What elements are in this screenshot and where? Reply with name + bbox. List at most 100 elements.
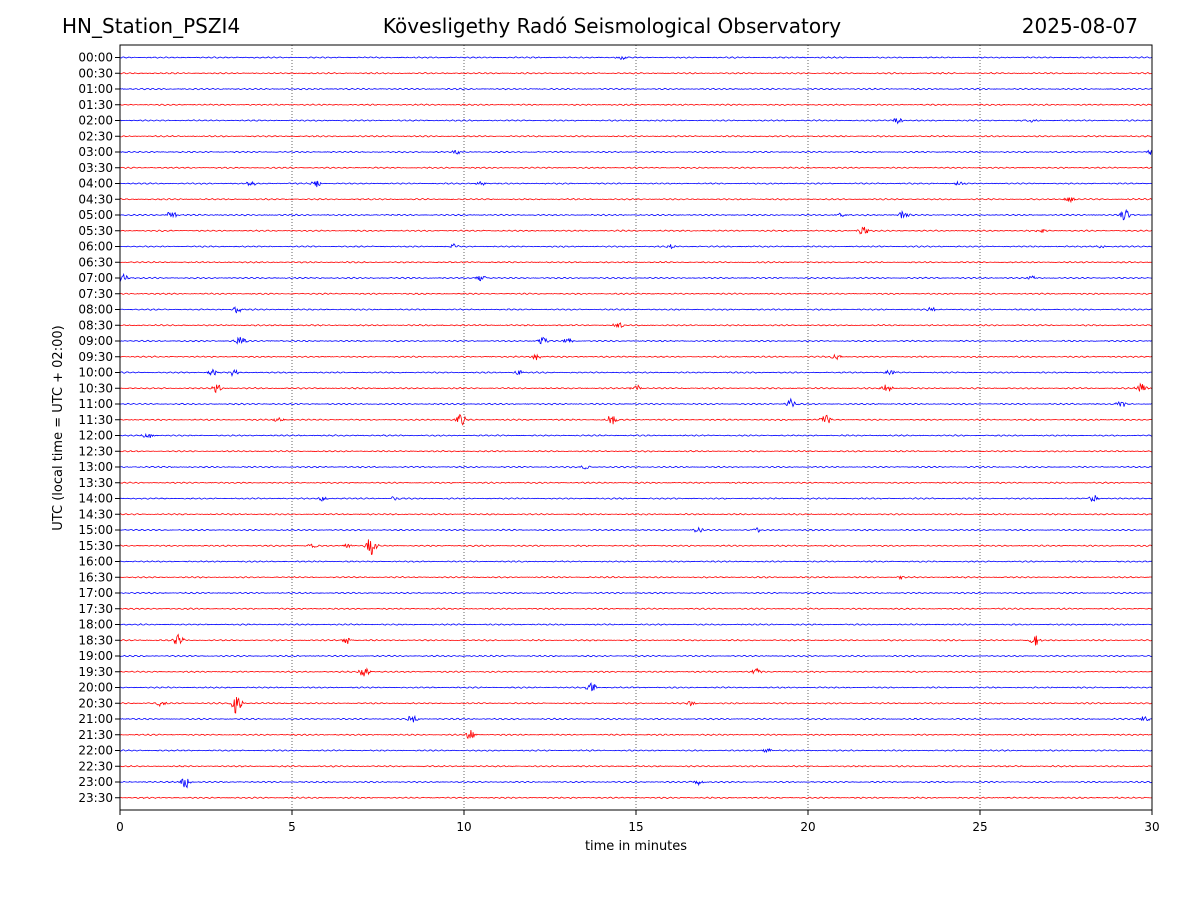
trace-1900 [119, 654, 1153, 658]
trace-1600 [119, 560, 1153, 563]
trace-1700 [119, 591, 1153, 595]
trace-1200 [119, 432, 1153, 439]
trace-1500 [119, 526, 1153, 533]
y-tick-label: 06:30 [78, 255, 113, 269]
trace-0530 [119, 226, 1153, 235]
y-tick-label: 22:00 [78, 744, 113, 758]
trace-0730 [119, 292, 1153, 296]
y-tick-label: 13:00 [78, 460, 113, 474]
y-tick-label: 12:30 [78, 444, 113, 458]
y-tick-label: 09:30 [78, 350, 113, 364]
observatory-title: Kövesligethy Radó Seismological Observat… [382, 14, 842, 38]
y-tick-label: 07:30 [78, 287, 113, 301]
y-tick-label: 16:00 [78, 555, 113, 569]
trace-2100 [119, 714, 1153, 723]
y-tick-label: 23:30 [78, 791, 113, 805]
y-tick-label: 04:30 [78, 192, 113, 206]
trace-1330 [119, 481, 1153, 485]
x-tick-label: 25 [972, 820, 987, 834]
y-tick-label: 05:00 [78, 208, 113, 222]
grid-lines [291, 45, 981, 810]
y-tick-label: 14:00 [78, 492, 113, 506]
y-tick-label: 14:30 [78, 507, 113, 521]
y-tick-label: 19:30 [78, 665, 113, 679]
x-tick-label: 0 [116, 820, 124, 834]
trace-1630 [119, 575, 1153, 581]
x-tick-label: 30 [1144, 820, 1159, 834]
y-tick-label: 00:00 [78, 51, 113, 65]
y-tick-label: 15:00 [78, 523, 113, 537]
trace-1100 [119, 397, 1153, 408]
trace-1130 [119, 413, 1153, 426]
trace-0500 [119, 208, 1153, 221]
y-tick-label: 02:00 [78, 114, 113, 128]
trace-2030 [119, 696, 1153, 714]
trace-0830 [119, 322, 1153, 329]
y-tick-label: 03:30 [78, 161, 113, 175]
y-tick-label: 18:00 [78, 618, 113, 632]
trace-1800 [119, 623, 1153, 626]
trace-0300 [119, 149, 1153, 155]
y-tick-label: 03:00 [78, 145, 113, 159]
y-tick-label: 16:30 [78, 570, 113, 584]
trace-0600 [119, 243, 1153, 250]
x-tick-label: 5 [288, 820, 296, 834]
trace-0430 [119, 197, 1153, 204]
x-tick-label: 15 [628, 820, 643, 834]
x-axis: 0 5 10 15 20 25 30 [116, 810, 1160, 834]
trace-0030 [119, 71, 1153, 75]
trace-1030 [119, 382, 1153, 394]
y-tick-label: 18:30 [78, 633, 113, 647]
trace-0330 [119, 166, 1153, 170]
trace-0800 [119, 306, 1153, 314]
seismic-traces [119, 55, 1153, 799]
y-tick-label: 20:30 [78, 696, 113, 710]
trace-1230 [119, 450, 1153, 453]
trace-0000 [119, 55, 1153, 61]
trace-2130 [119, 729, 1153, 740]
y-tick-label: 22:30 [78, 759, 113, 773]
y-tick-label: 09:00 [78, 334, 113, 348]
y-tick-label: 17:30 [78, 602, 113, 616]
trace-0630 [119, 261, 1153, 264]
y-tick-label: 10:30 [78, 381, 113, 395]
y-tick-label: 17:00 [78, 586, 113, 600]
record-date: 2025-08-07 [1021, 14, 1138, 38]
trace-1400 [119, 495, 1153, 503]
y-tick-label: 02:30 [78, 129, 113, 143]
y-tick-label: 06:00 [78, 240, 113, 254]
y-tick-label: 10:00 [78, 366, 113, 380]
trace-2000 [119, 682, 1152, 692]
y-tick-label: 12:00 [78, 429, 113, 443]
y-tick-label: 11:00 [78, 397, 113, 411]
y-tick-label: 21:00 [78, 712, 113, 726]
y-tick-label: 01:00 [78, 82, 113, 96]
trace-1000 [119, 368, 1153, 377]
y-tick-label: 20:00 [78, 681, 113, 695]
trace-0200 [119, 117, 1153, 125]
trace-1830 [119, 633, 1153, 646]
trace-2300 [119, 778, 1153, 789]
y-tick-label: 07:00 [78, 271, 113, 285]
trace-2230 [119, 764, 1153, 768]
trace-2200 [119, 747, 1153, 754]
trace-1930 [119, 667, 1153, 677]
trace-0100 [119, 87, 1153, 91]
trace-0700 [119, 272, 1153, 282]
station-name: HN_Station_PSZI4 [62, 14, 241, 38]
trace-0400 [119, 180, 1153, 188]
y-tick-label: 05:30 [78, 224, 113, 238]
y-tick-label: 15:30 [78, 539, 113, 553]
y-tick-label: 21:30 [78, 728, 113, 742]
trace-0900 [119, 336, 1153, 345]
trace-2330 [119, 796, 1153, 799]
y-tick-label: 08:00 [78, 303, 113, 317]
y-tick-label: 08:30 [78, 318, 113, 332]
trace-0930 [119, 353, 1153, 361]
y-tick-label: 13:30 [78, 476, 113, 490]
y-tick-label: 04:00 [78, 177, 113, 191]
y-tick-label: 01:30 [78, 98, 113, 112]
y-axis-title: UTC (local time = UTC + 02:00) [51, 325, 66, 530]
